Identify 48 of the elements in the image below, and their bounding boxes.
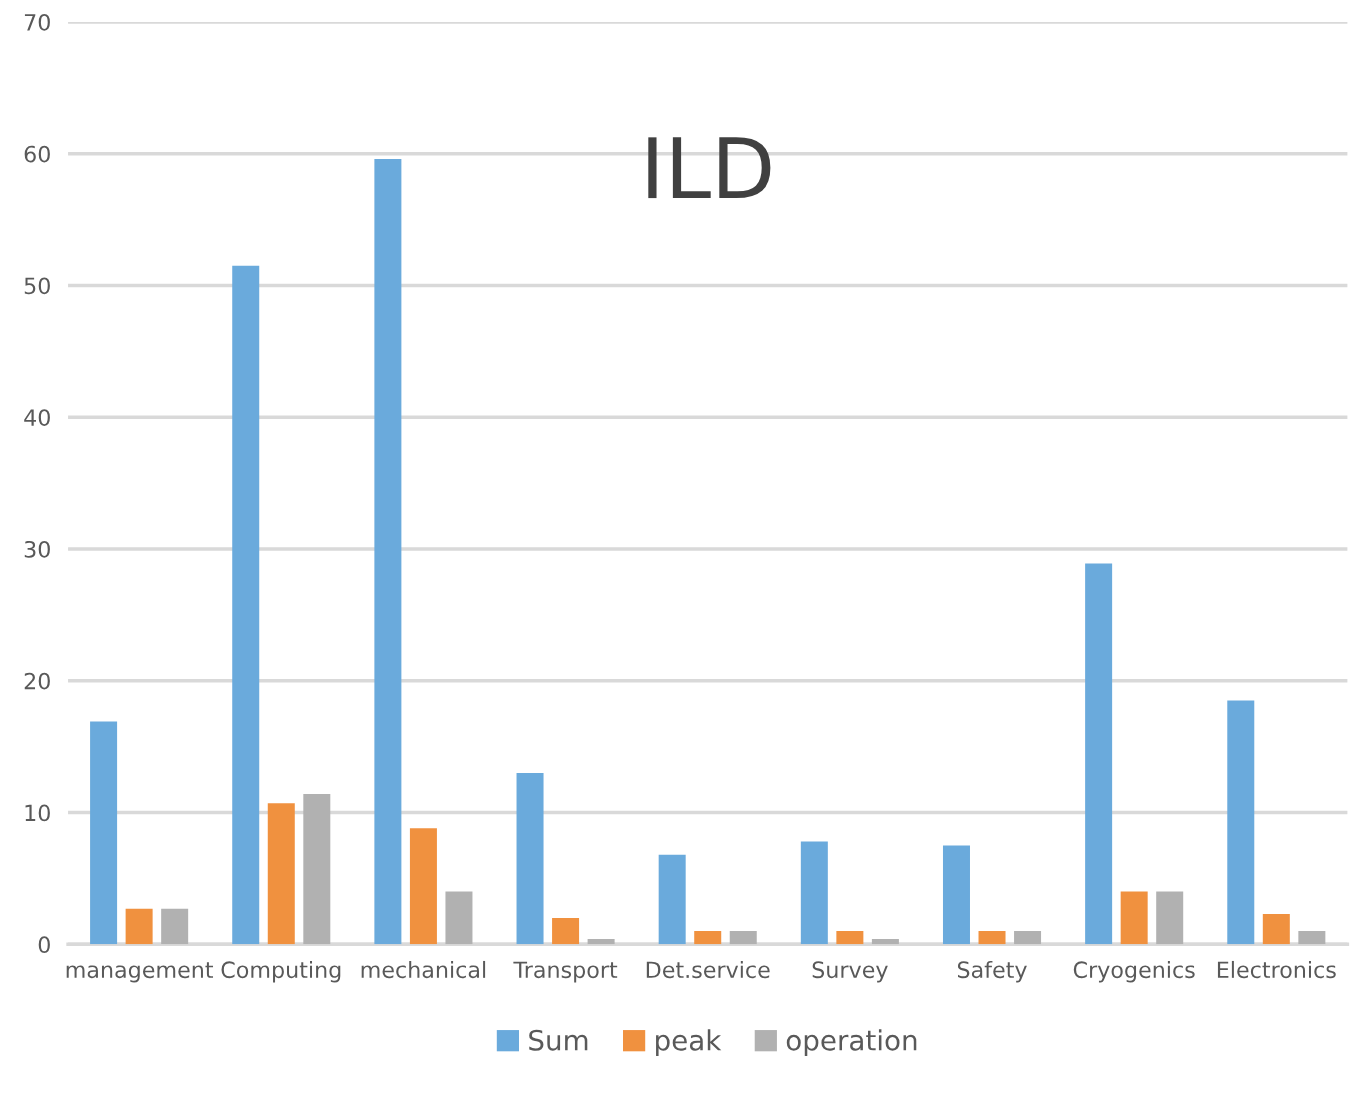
bar [694,931,722,945]
legend-label: operation [786,1029,917,1057]
bar [658,854,686,945]
bar [267,803,295,945]
bar [871,939,899,945]
x-tick-label: Transport [513,961,618,983]
x-tick-label: Electronics [1217,960,1336,979]
y-tick-label: 10 [25,804,50,822]
bar [1298,931,1326,945]
bar [587,939,615,945]
legend-label: peak [656,1029,722,1057]
bar [1262,913,1290,945]
bar [161,908,189,945]
bar [516,772,544,945]
x-tick-label: mechanical [361,960,486,979]
bar [445,891,473,945]
y-tick-label: 70 [24,13,50,31]
x-tick-label: Safety [957,960,1027,983]
y-tick-label: 40 [24,409,50,426]
legend-label: Sum [529,1029,588,1051]
x-tick-label: management [66,962,214,983]
y-tick-label: 0 [38,936,50,954]
x-tick-label: Computing [221,960,341,983]
y-tick-label: 50 [24,277,50,295]
bar [1227,700,1255,945]
bar [1014,931,1042,945]
bar [552,917,580,945]
bar [729,931,757,945]
x-tick-label: Det.service [646,960,770,979]
x-tick-label: Cryogenics [1073,960,1195,983]
bar [374,158,402,945]
bar [978,931,1006,945]
text: ILD [648,137,771,199]
y-tick-label: 30 [24,540,50,558]
bar [303,794,331,945]
bar [409,828,437,945]
y-tick-label: 20 [24,672,50,690]
bar [836,931,864,945]
bar [90,721,118,945]
bar [1085,563,1113,945]
y-tick-label: 60 [24,145,50,163]
bar [232,265,260,945]
x-tick-label: Survey [812,961,888,983]
bar [1156,891,1184,945]
bar [942,845,970,945]
bar [1120,891,1148,945]
bar [125,908,153,945]
bar [800,841,828,945]
